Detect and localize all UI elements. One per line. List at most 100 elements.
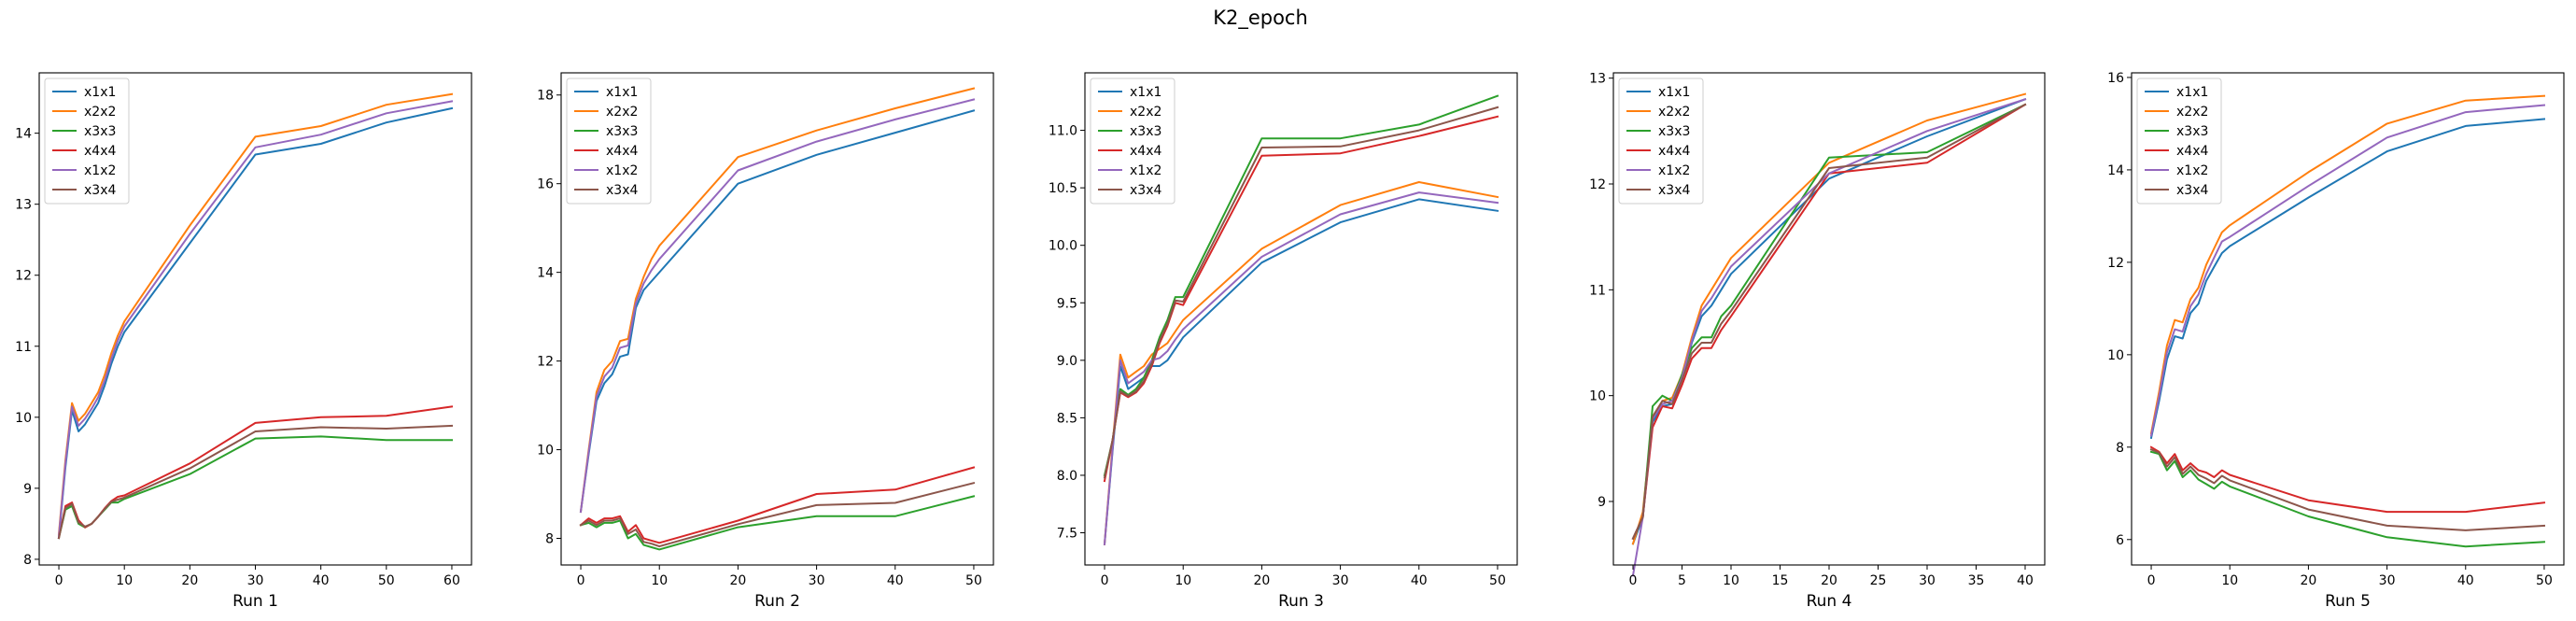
x-tick-label: 30 [809,573,825,588]
legend-box [44,78,130,205]
legend-label-x3x3: x3x3 [84,124,116,139]
x-tick-label: 30 [1919,573,1936,588]
legend-label-x3x4: x3x4 [1130,183,1161,198]
y-tick-label: 10 [1589,389,1606,404]
series-line-x1x1 [1631,98,2027,545]
legend: x1x1 x2x2 x3x3 x4x4 x1x2 x3x4 [1090,78,1175,205]
series-line-x3x4 [2149,447,2546,531]
legend-label-x4x4: x4x4 [1130,144,1161,159]
series-line-x1x1 [57,106,454,540]
x-tick-label: 50 [965,573,982,588]
x-tick-label: 0 [1101,573,1109,588]
x-tick-label: 30 [2379,573,2396,588]
series-line-x2x2 [2149,94,2546,435]
y-tick-label: 6 [2116,533,2124,548]
y-tick-label: 10 [2107,348,2124,363]
series-line-x3x3 [1631,103,2027,541]
subplot-run-5: 0 10 20 30 40 50 6 8 10 12 14 16 Run 5 x1x1 x2x2 x3x3 x4… [2107,71,2565,611]
legend: x1x1 x2x2 x3x3 x4x4 x1x2 x3x4 [566,78,652,205]
legend-label-x1x1: x1x1 [84,85,116,100]
x-tick-label: 30 [247,573,264,588]
series-line-x3x3 [579,495,976,551]
series-line-x1x1 [2149,118,2546,440]
legend: x1x1 x2x2 x3x3 x4x4 x1x2 x3x4 [2136,78,2222,205]
axes-frame [1084,72,1518,566]
x-tick-label: 50 [2536,573,2553,588]
legend-label-x3x3: x3x3 [2176,124,2208,139]
x-tick-label: 40 [1411,573,1428,588]
series-line-x1x1 [1103,198,1499,545]
y-tick-label: 8.5 [1057,411,1077,426]
series-line-x4x4 [2149,445,2546,514]
series-line-x4x4 [579,466,976,544]
legend-box [2136,78,2222,205]
subplot-run-3: 0 10 20 30 40 50 7.5 8.0 8.5 9.0 9.5 10.0 10.5 11.0 Ru… [1049,72,1518,611]
y-tick-label: 12 [537,355,554,370]
legend-label-x3x3: x3x3 [1130,124,1161,139]
legend-box [566,78,652,205]
legend-label-x3x4: x3x4 [606,183,638,198]
subplot-run-4: 0 5 10 15 20 25 30 35 40 9 10 11 12 13 Run 4 x1x1 x2x2 x3… [1589,72,2046,611]
series-line-x3x4 [579,481,976,548]
y-tick-label: 10.5 [1049,181,1077,196]
y-tick-label: 8 [545,532,554,547]
legend-label-x3x4: x3x4 [2176,183,2208,198]
x-tick-label: 40 [313,573,330,588]
y-tick-label: 14 [15,127,32,142]
x-tick-label: 0 [55,573,63,588]
series-line-x4x4 [1631,103,2027,541]
legend-label-x2x2: x2x2 [606,105,638,120]
y-tick-label: 8.0 [1057,469,1077,484]
series-line-x1x2 [1631,98,2027,577]
y-tick-label: 8 [2116,441,2124,456]
legend-label-x2x2: x2x2 [1658,105,1690,120]
y-tick-label: 14 [537,266,554,281]
figure-title: K2_epoch [1213,7,1308,30]
y-tick-label: 10 [15,411,32,426]
legend: x1x1 x2x2 x3x3 x4x4 x1x2 x3x4 [1618,78,1704,205]
legend-label-x3x3: x3x3 [606,124,638,139]
series-line-x3x3 [2149,450,2546,548]
y-tick-label: 9 [1598,495,1606,510]
y-tick-label: 12 [2107,256,2124,271]
y-tick-label: 12 [1589,177,1606,192]
legend-label-x3x4: x3x4 [1658,183,1690,198]
x-axis-label: Run 4 [1807,592,1852,611]
x-tick-label: 20 [2300,573,2316,588]
series-line-x2x2 [57,92,454,536]
legend-label-x4x4: x4x4 [84,144,116,159]
y-tick-label: 9 [23,482,32,497]
legend-label-x4x4: x4x4 [2176,144,2208,159]
y-tick-label: 9.0 [1057,354,1077,369]
y-tick-label: 12 [15,269,32,284]
legend-label-x2x2: x2x2 [1130,105,1161,120]
legend-label-x2x2: x2x2 [84,105,116,120]
legend-label-x1x2: x1x2 [2176,163,2208,178]
series-line-x1x2 [57,100,454,538]
x-tick-label: 10 [1723,573,1739,588]
legend-label-x1x2: x1x2 [1130,163,1161,178]
legend-label-x3x3: x3x3 [1658,124,1690,139]
x-tick-label: 0 [1629,573,1638,588]
x-axis-label: Run 2 [754,592,800,611]
legend-label-x1x1: x1x1 [1130,85,1161,100]
series-line-x1x2 [1103,191,1499,545]
x-tick-label: 30 [1332,573,1349,588]
y-tick-label: 8 [23,553,32,568]
x-tick-label: 10 [651,573,668,588]
x-axis-label: Run 3 [1278,592,1324,611]
series-line-x2x2 [1103,181,1499,545]
series-line-x1x2 [2149,104,2546,437]
x-tick-label: 40 [2457,573,2474,588]
x-tick-label: 35 [1968,573,1985,588]
y-tick-label: 11 [15,340,32,355]
x-tick-label: 15 [1772,573,1789,588]
axes-frame [2131,72,2565,566]
x-tick-label: 40 [2017,573,2034,588]
legend-label-x1x1: x1x1 [606,85,638,100]
legend-box [1090,78,1175,205]
y-tick-label: 11 [1589,283,1606,298]
y-tick-label: 18 [537,89,554,104]
x-tick-label: 10 [1175,573,1191,588]
